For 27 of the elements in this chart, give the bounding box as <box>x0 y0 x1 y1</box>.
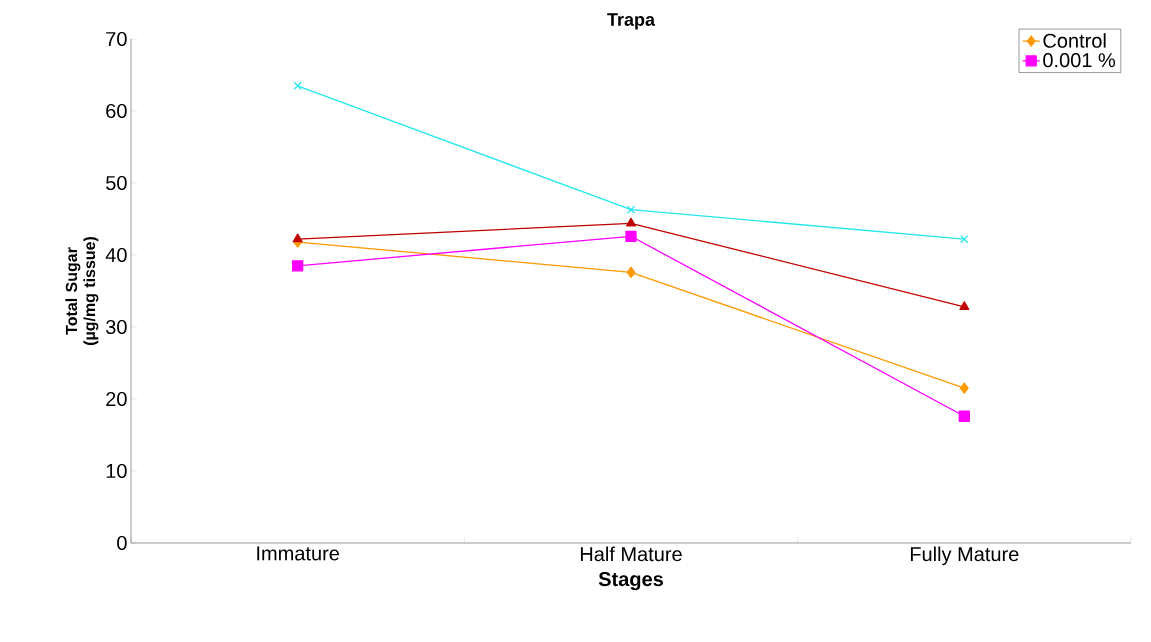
y-tick-label: 20 <box>106 391 127 407</box>
y-tick-label: 60 <box>106 103 127 119</box>
y-tick-label: 40 <box>105 247 127 263</box>
point <box>626 266 636 278</box>
point <box>959 301 970 310</box>
y-axis-title: Total Sugar (µg/mg tissue) <box>65 236 99 346</box>
point <box>960 234 969 244</box>
y-tick-label: 50 <box>106 175 127 191</box>
point <box>625 230 637 242</box>
point <box>292 260 304 272</box>
y-tick-label: 70 <box>106 31 127 47</box>
point <box>626 217 636 227</box>
point <box>293 81 302 90</box>
y-tick-label: 10 <box>106 463 127 479</box>
y-tick-label: 30 <box>106 319 127 335</box>
x-tick-label: Immature <box>257 546 340 561</box>
x-axis-title: Stages <box>598 572 663 591</box>
legend-label: 0.001 % <box>1043 53 1116 68</box>
point <box>292 233 303 243</box>
point <box>959 382 969 394</box>
point <box>958 410 970 422</box>
legend-label: Control <box>1043 33 1106 48</box>
chart-title: Trapa <box>607 13 656 30</box>
point <box>626 205 636 214</box>
y-tick-label: 0 <box>117 535 127 551</box>
x-tick-label: Fully Mature <box>910 546 1019 566</box>
x-tick-label: Half Mature <box>580 546 682 562</box>
